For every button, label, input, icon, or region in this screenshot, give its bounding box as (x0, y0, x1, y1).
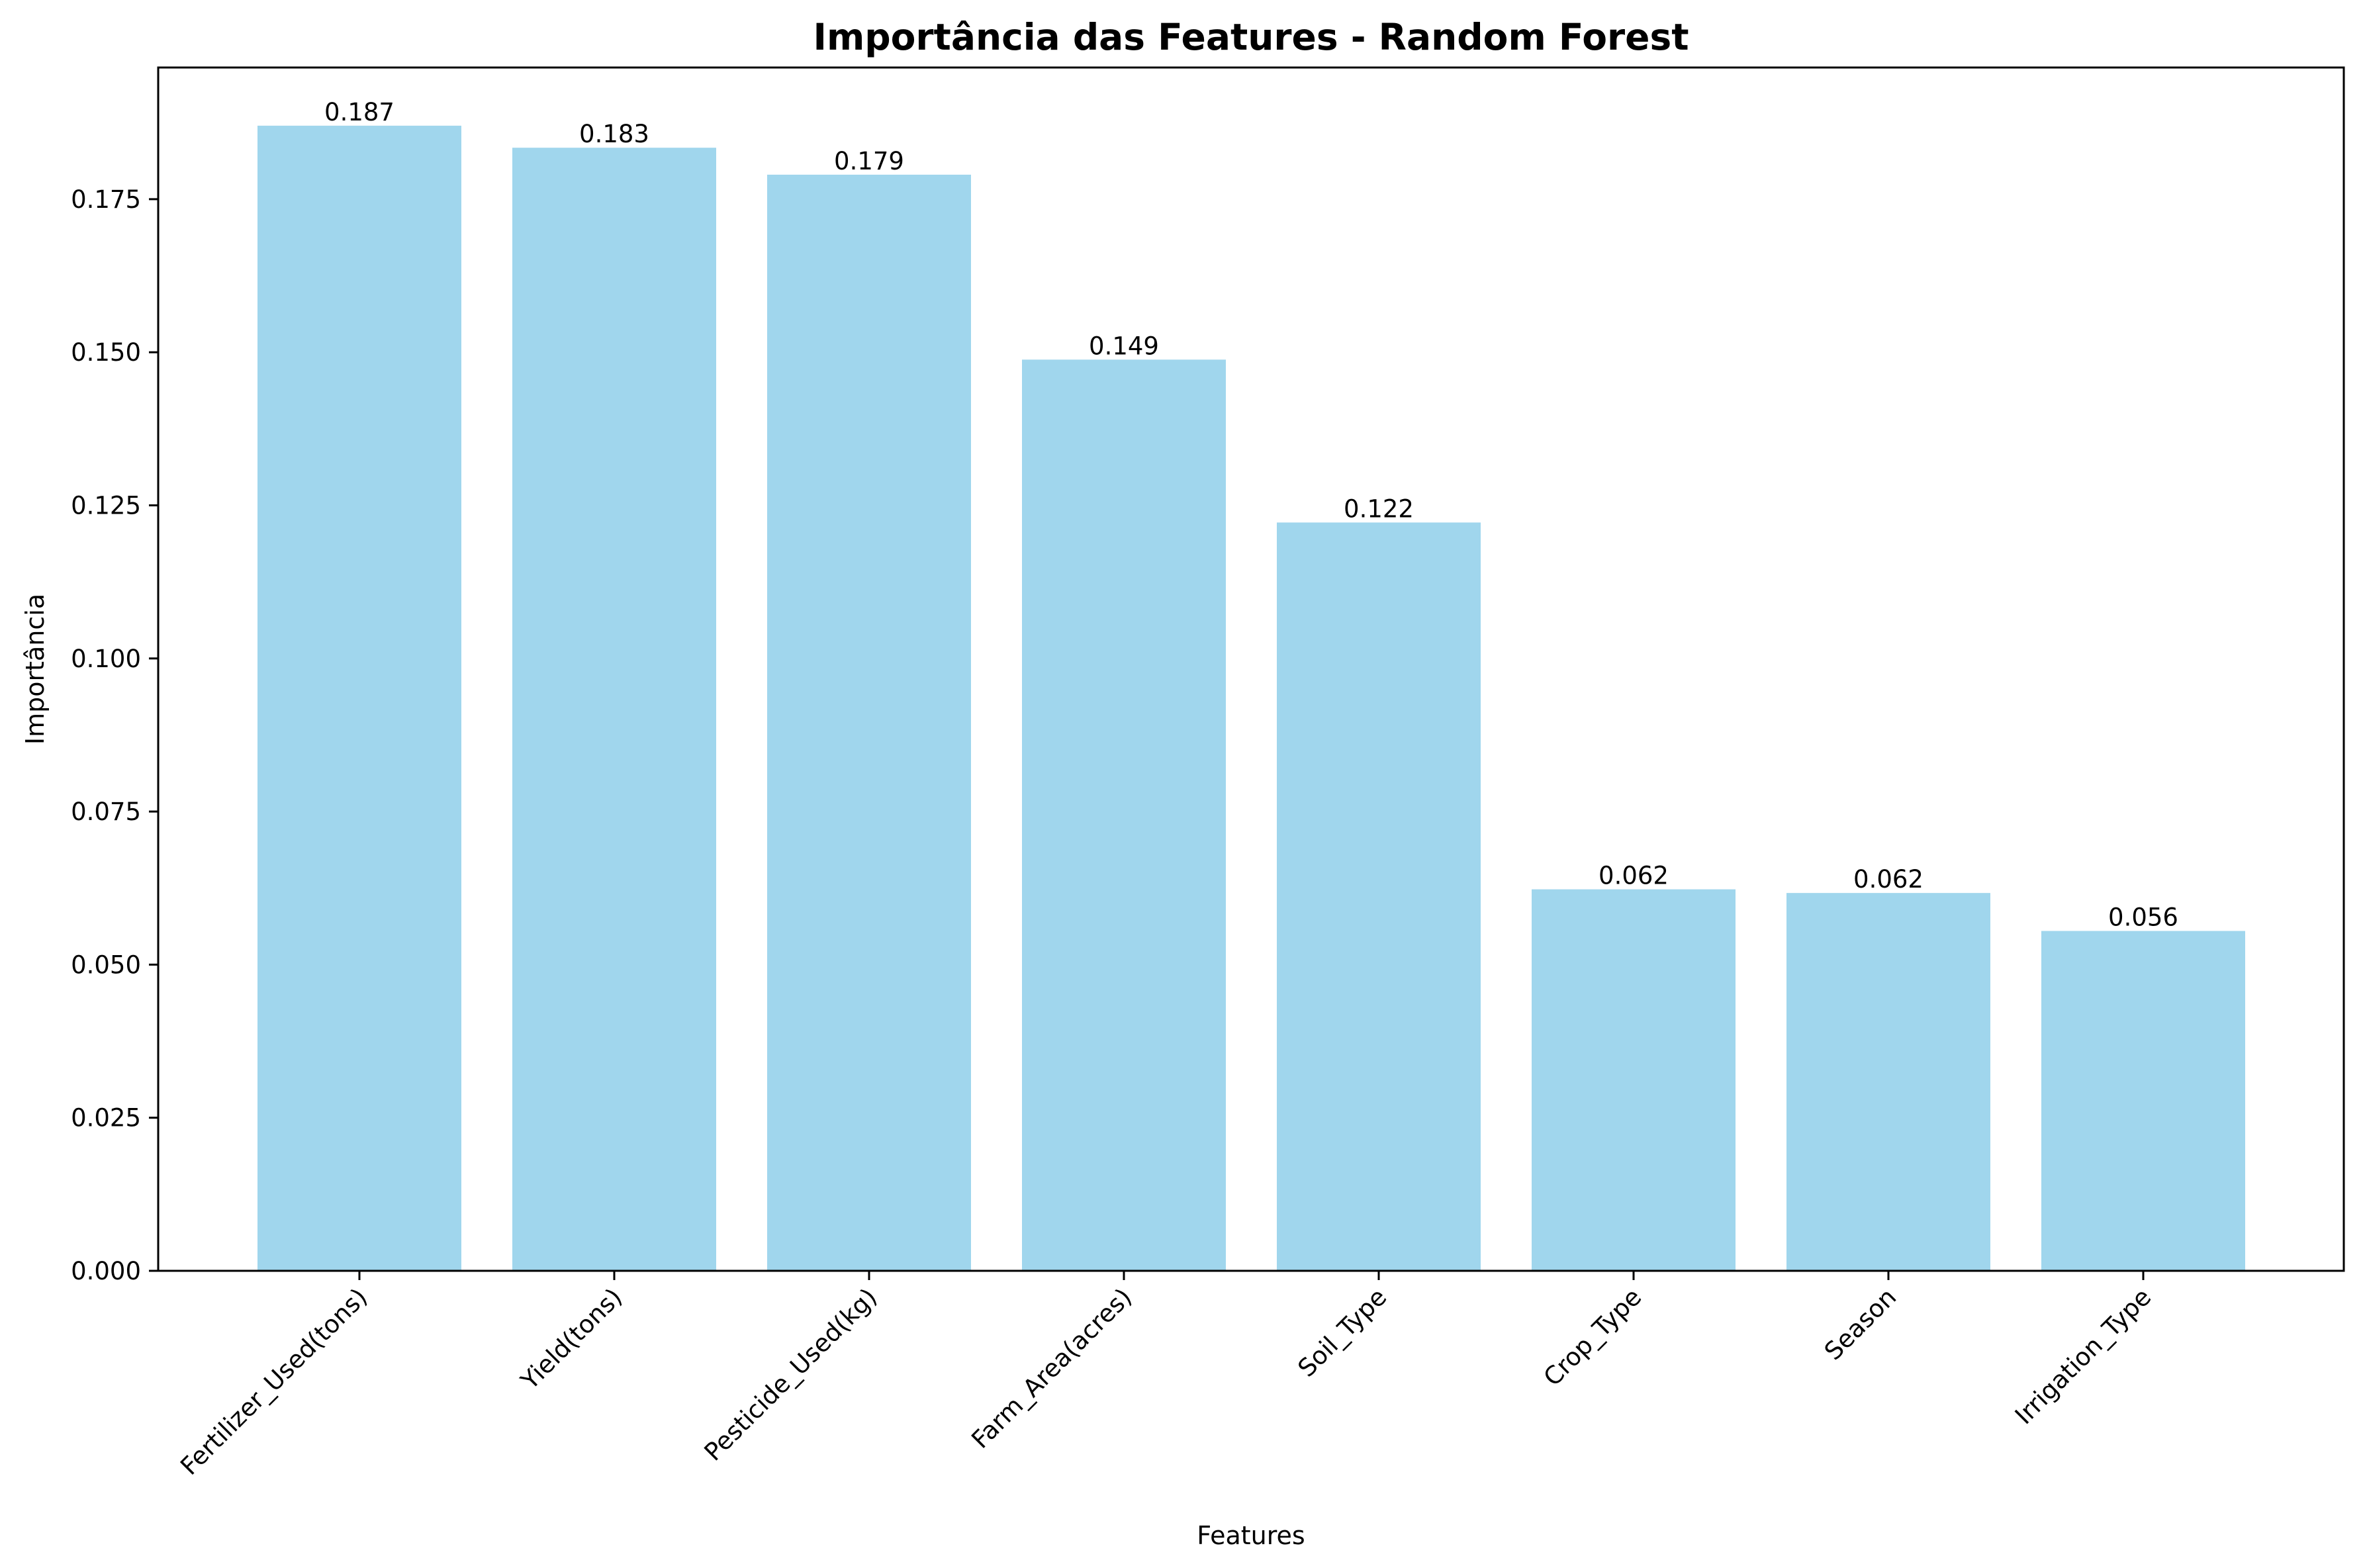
y-tick-label-7: 0.175 (71, 185, 141, 214)
bar-7 (2041, 931, 2245, 1271)
x-tick-label-1: Yield(tons) (515, 1283, 627, 1395)
bar-5 (1532, 889, 1736, 1271)
bar-value-label-2: 0.179 (834, 147, 904, 175)
x-tick-label-4: Soil_Type (1293, 1283, 1393, 1383)
plot-frame (157, 66, 2345, 1272)
x-tick-label-3: Farm_Area(acres) (966, 1283, 1137, 1454)
x-tick-label-5: Crop_Type (1538, 1283, 1647, 1392)
x-tick-label-7: Irrigation_Type (2010, 1283, 2156, 1430)
bar-value-label-0: 0.187 (324, 98, 394, 126)
bar-6 (1786, 893, 1990, 1271)
bar-value-label-1: 0.183 (579, 120, 649, 148)
y-tick-label-0: 0.000 (71, 1257, 141, 1285)
bar-value-label-3: 0.149 (1089, 332, 1159, 360)
y-tick-label-4: 0.100 (71, 645, 141, 673)
x-tick-label-6: Season (1819, 1283, 1902, 1365)
value-labels-group: 0.187 0.183 0.179 0.149 0.122 0.062 0.062 0.056 (324, 98, 2178, 932)
y-axis-title: Importância (21, 594, 50, 745)
bar-3 (1022, 359, 1226, 1271)
bar-0 (257, 125, 461, 1271)
bars-group (257, 125, 2245, 1271)
x-tick-label-2: Pesticide_Used(kg) (699, 1283, 883, 1467)
y-tick-label-6: 0.150 (71, 338, 141, 367)
bar-4 (1277, 522, 1481, 1271)
y-tick-label-3: 0.075 (71, 798, 141, 826)
y-tick-label-2: 0.050 (71, 950, 141, 979)
x-tick-label-0: Fertilizer_Used(tons) (175, 1283, 373, 1481)
bar-value-label-7: 0.056 (2108, 903, 2178, 932)
y-axis: 0.000 0.025 0.050 0.075 0.100 0.125 0.150 0.175 (71, 185, 158, 1285)
y-tick-label-5: 0.125 (71, 492, 141, 520)
bar-1 (512, 148, 716, 1271)
chart-title: Importância das Features - Random Forest (813, 16, 1689, 58)
bar-value-label-5: 0.062 (1598, 862, 1669, 890)
y-tick-label-1: 0.025 (71, 1104, 141, 1132)
bar-2 (767, 174, 971, 1271)
bar-value-label-6: 0.062 (1853, 865, 1923, 894)
bar-value-label-4: 0.122 (1344, 494, 1414, 523)
x-axis: Fertilizer_Used(tons) Yield(tons) Pesticid… (175, 1271, 2156, 1481)
x-axis-title: Features (1197, 1521, 1305, 1550)
